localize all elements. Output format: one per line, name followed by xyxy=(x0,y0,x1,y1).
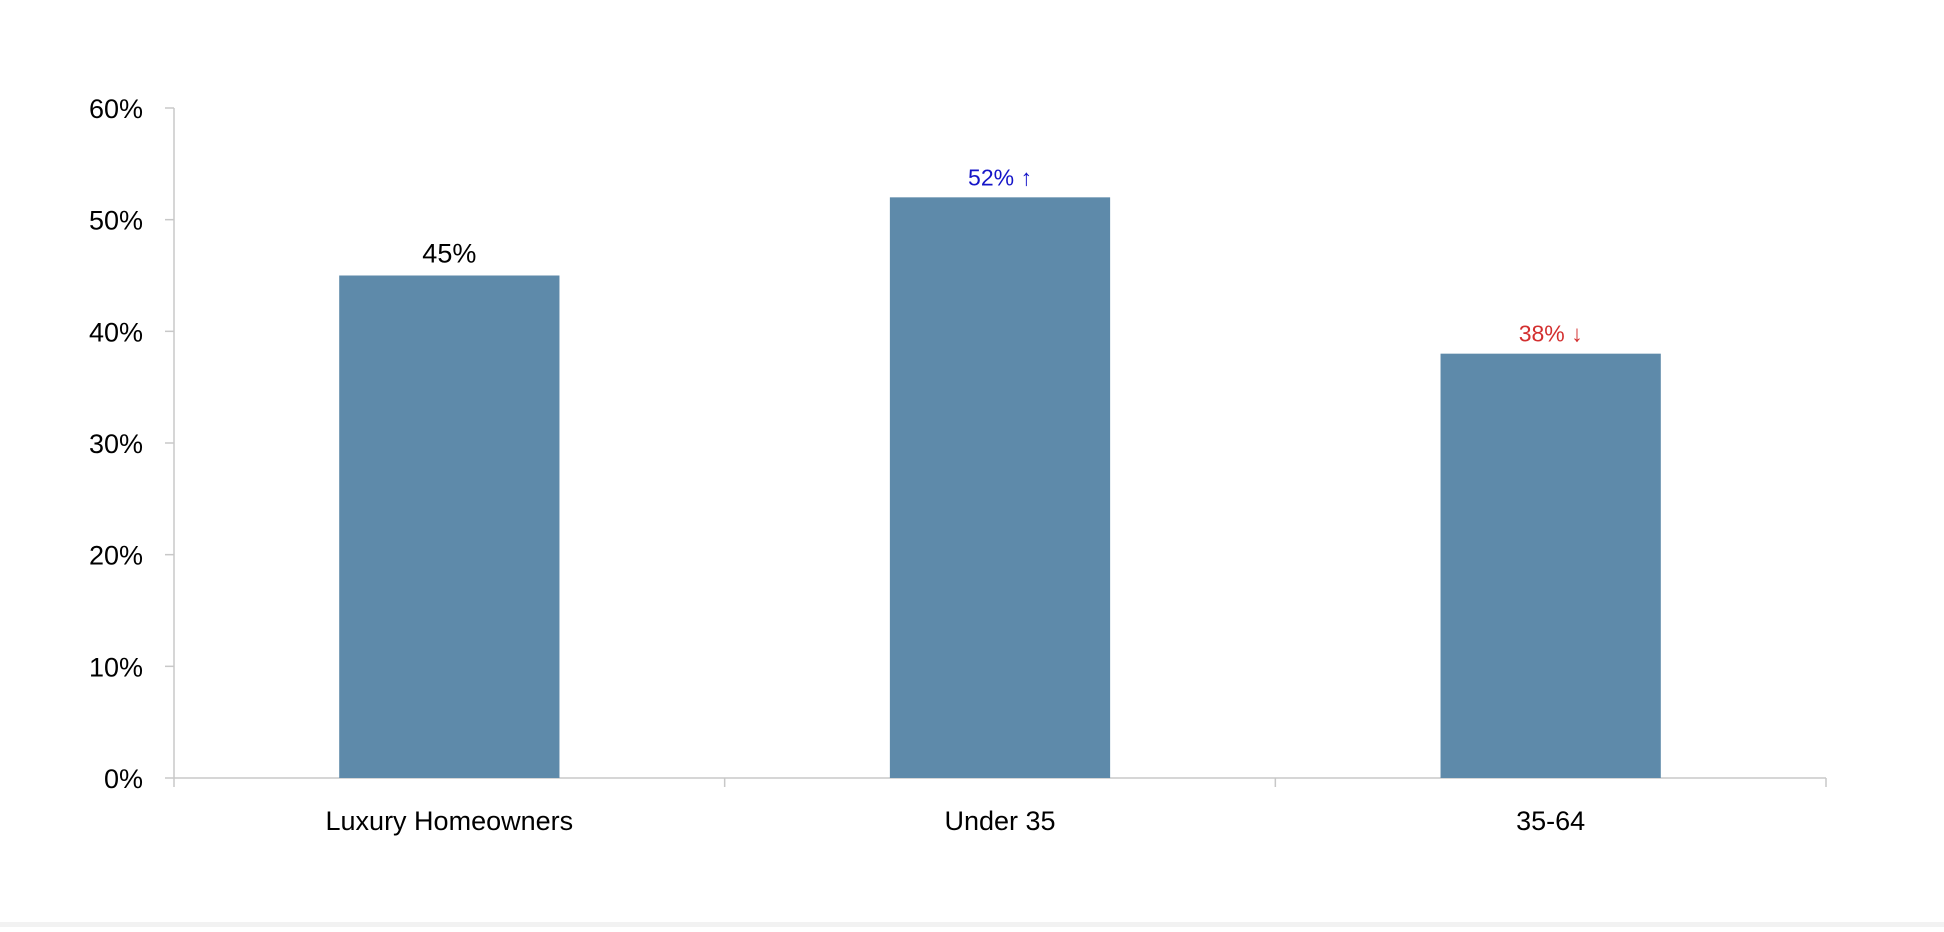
y-axis: 0% 10% 20% 30% 40% 50% 60% xyxy=(89,94,175,794)
x-category-label: Under 35 xyxy=(944,806,1055,836)
x-category-label: 35-64 xyxy=(1516,806,1585,836)
y-tick-label: 60% xyxy=(89,94,143,124)
bar-value-label: 38% ↓ xyxy=(1519,321,1583,347)
bar xyxy=(1440,353,1661,778)
x-axis xyxy=(173,777,1827,787)
y-tick-label: 50% xyxy=(89,206,143,236)
bar xyxy=(339,275,560,778)
bar-value-label: 45% xyxy=(422,239,476,269)
y-tick-label: 0% xyxy=(104,764,143,794)
bar-series xyxy=(339,197,1661,779)
y-tick-label: 40% xyxy=(89,317,143,347)
category-labels: Luxury Homeowners Under 35 35-64 xyxy=(326,806,1586,836)
x-category-label: Luxury Homeowners xyxy=(326,806,574,836)
y-tick-label: 30% xyxy=(89,429,143,459)
bottom-divider xyxy=(0,922,1944,927)
y-tick-label: 10% xyxy=(89,652,143,682)
bar-value-label: 52% ↑ xyxy=(968,164,1032,190)
y-tick-label: 20% xyxy=(89,541,143,571)
bar-value-labels: 45% 52% ↑ 38% ↓ xyxy=(422,164,1582,346)
bar xyxy=(889,197,1111,779)
